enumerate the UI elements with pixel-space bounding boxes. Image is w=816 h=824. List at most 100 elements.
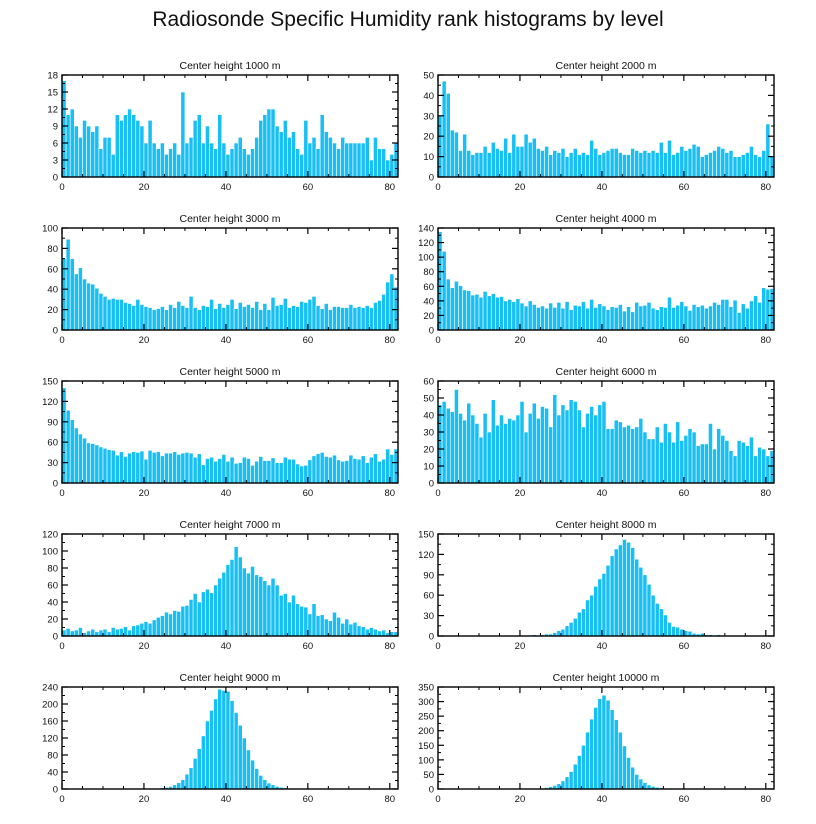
histogram-bar <box>250 148 255 178</box>
histogram-bar <box>654 603 660 637</box>
histogram-bar <box>683 630 689 637</box>
y-tick-label: 0 <box>53 632 58 643</box>
histogram-bar <box>699 156 705 178</box>
histogram-bar <box>634 558 640 637</box>
histogram-bar <box>241 148 247 178</box>
histogram-bar <box>638 418 644 484</box>
panel-8: Center height 8000 m 0 20 40 60 80 0 30 60 90 120 1… <box>418 519 775 652</box>
histogram-bar <box>155 148 161 178</box>
histogram-bar <box>241 306 247 331</box>
y-tick-label: 20 <box>423 445 434 456</box>
histogram-bar <box>458 150 463 178</box>
histogram-bar <box>233 712 239 790</box>
histogram-bar <box>373 137 378 178</box>
histogram-bar <box>699 304 705 331</box>
x-tick-label: 40 <box>221 794 232 805</box>
histogram-bar <box>139 450 145 484</box>
histogram-bar <box>274 125 280 178</box>
histogram-bar <box>151 619 157 637</box>
histogram-bar <box>482 146 488 178</box>
histogram-bar <box>617 304 623 331</box>
histogram-bar <box>712 448 717 484</box>
histogram-bar <box>470 294 476 331</box>
panel-title: Center height 7000 m <box>180 519 281 531</box>
histogram-bar <box>86 125 91 178</box>
histogram-bar <box>716 428 722 484</box>
x-tick-label: 80 <box>761 641 772 652</box>
histogram-bar <box>217 303 223 331</box>
y-tick-label: 40 <box>423 411 434 422</box>
histogram-bar <box>495 424 500 484</box>
histogram-bar <box>369 307 374 331</box>
histogram-bar <box>246 304 251 331</box>
histogram-bar <box>638 152 644 178</box>
histogram-bar <box>340 460 346 484</box>
histogram-bar <box>695 445 701 484</box>
histogram-bar <box>377 300 382 331</box>
histogram-bar <box>254 301 259 331</box>
histogram-bar <box>745 152 750 178</box>
histogram-bar <box>217 458 223 484</box>
histogram-bar <box>246 749 251 790</box>
histogram-bar <box>344 460 350 484</box>
histogram-bar <box>527 142 533 178</box>
histogram-bar <box>225 154 231 178</box>
histogram-bar <box>478 296 484 331</box>
histogram-bar <box>523 305 529 331</box>
histogram-bar <box>581 152 586 178</box>
histogram-bar <box>712 302 717 331</box>
histogram-bar <box>176 782 182 790</box>
histogram-bar <box>593 707 599 790</box>
histogram-bar <box>151 142 157 178</box>
histogram-bar <box>585 599 590 637</box>
histogram-bar <box>749 436 754 484</box>
histogram-bar <box>340 307 346 331</box>
histogram-bar <box>486 431 492 484</box>
histogram-bar <box>646 302 652 331</box>
histogram-bar <box>658 608 664 637</box>
histogram-bar <box>675 152 681 178</box>
histogram-bar <box>311 455 317 484</box>
y-tick-label: 50 <box>423 394 434 405</box>
x-tick-label: 0 <box>435 488 440 499</box>
histogram-bar <box>687 428 693 484</box>
histogram-bar <box>536 148 541 178</box>
y-tick-label: 100 <box>42 547 58 558</box>
histogram-bar <box>675 421 681 484</box>
histogram-bar <box>572 148 578 178</box>
histogram-bar <box>188 767 194 790</box>
histogram-bar <box>381 629 387 637</box>
histogram-bar <box>233 546 239 637</box>
histogram-bar <box>106 137 112 178</box>
histogram-bar <box>119 451 124 484</box>
histogram-bar <box>172 307 178 331</box>
histogram-bar <box>556 302 562 331</box>
histogram-bar <box>749 146 754 178</box>
histogram-bar <box>761 150 767 178</box>
histogram-bar <box>131 114 137 178</box>
panel-5: Center height 5000 m 0 20 40 60 80 0 30 60 90 120 1… <box>42 366 399 499</box>
histogram-bar <box>511 419 517 484</box>
x-tick-label: 80 <box>385 335 396 346</box>
panel-10: Center height 10000 m 0 20 40 60 80 0 50 100 150 2… <box>418 672 775 805</box>
histogram-bar <box>540 150 545 178</box>
histogram-bar <box>86 630 91 637</box>
histogram-bar <box>69 258 75 331</box>
histogram-bar <box>237 302 243 331</box>
histogram-bar <box>90 283 96 331</box>
histogram-bar <box>527 412 533 484</box>
histogram-bar <box>474 423 480 484</box>
histogram-bar <box>73 629 79 637</box>
histogram-bar <box>147 307 153 331</box>
x-tick-label: 80 <box>385 641 396 652</box>
histogram-bar <box>78 267 83 331</box>
histogram-bar <box>732 156 738 178</box>
histogram-bar <box>184 452 190 484</box>
y-tick-label: 12 <box>47 105 58 116</box>
histogram-bar <box>295 148 300 178</box>
histogram-bar <box>568 622 574 637</box>
histogram-bar <box>470 154 476 178</box>
histogram-bar <box>180 91 186 178</box>
histogram-bar <box>352 307 358 331</box>
histogram-bar <box>172 451 178 484</box>
